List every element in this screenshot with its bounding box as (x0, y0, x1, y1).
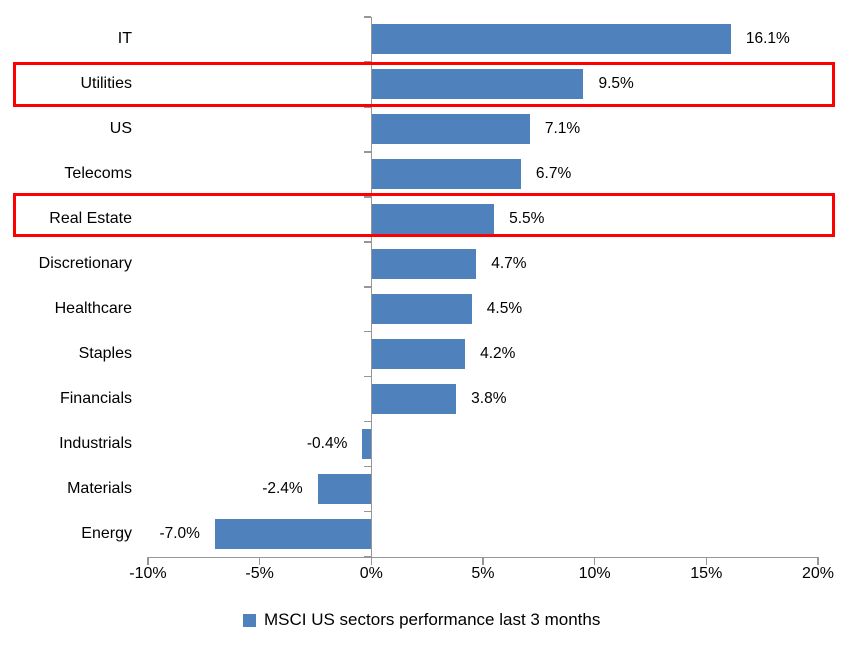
legend: MSCI US sectors performance last 3 month… (243, 610, 600, 630)
category-label: Utilities (80, 75, 132, 93)
y-axis-tick (364, 330, 372, 333)
x-axis-tick (593, 556, 596, 565)
x-axis-tick (147, 556, 149, 565)
y-axis-tick (364, 465, 372, 468)
value-label: -2.4% (262, 480, 303, 498)
y-axis-tick (364, 151, 372, 153)
category-label: Industrials (59, 435, 132, 453)
y-axis-tick (364, 286, 372, 288)
category-label: Discretionary (38, 255, 132, 273)
bar (371, 24, 731, 55)
bar (371, 204, 495, 235)
y-axis-tick (364, 61, 372, 63)
y-axis-tick (364, 241, 372, 243)
value-label: 5.5% (509, 210, 545, 228)
value-label: 7.1% (544, 120, 581, 138)
x-tick-label: 20% (801, 565, 834, 582)
category-label: Healthcare (54, 300, 132, 318)
value-label: -7.0% (159, 525, 200, 543)
x-axis-tick (370, 556, 373, 565)
bar (371, 294, 472, 325)
x-tick-label: -10% (129, 565, 167, 582)
bar (317, 474, 372, 505)
bar (214, 519, 372, 550)
y-axis-tick (364, 375, 372, 378)
bar (371, 339, 466, 370)
value-label: 3.8% (471, 390, 507, 408)
bar (371, 114, 530, 145)
bar (371, 384, 457, 415)
y-axis-tick (364, 106, 372, 108)
category-label: Materials (67, 480, 132, 498)
category-label: US (109, 120, 132, 138)
x-axis-tick (482, 556, 484, 565)
value-label: 16.1% (745, 30, 790, 48)
y-axis-tick (364, 510, 372, 513)
category-label: Staples (78, 345, 132, 363)
x-tick-label: 0% (359, 565, 383, 582)
value-label: 4.5% (486, 300, 523, 318)
value-label: 4.7% (491, 255, 527, 273)
y-axis-tick (364, 196, 372, 198)
category-label: Energy (81, 525, 132, 543)
bar (362, 429, 372, 460)
y-axis-tick (364, 420, 372, 423)
x-tick-label: 5% (471, 565, 495, 582)
bar (371, 69, 584, 100)
value-label: 9.5% (598, 75, 634, 93)
legend-label: MSCI US sectors performance last 3 month… (264, 610, 601, 629)
legend-marker-icon (243, 613, 256, 627)
bar (371, 159, 521, 190)
bar (371, 249, 477, 280)
value-label: -0.4% (306, 435, 348, 453)
x-axis-tick (258, 556, 261, 565)
value-label: 6.7% (535, 165, 572, 183)
x-tick-label: 10% (578, 565, 611, 582)
x-axis-tick (817, 556, 819, 565)
y-axis-line (370, 17, 373, 557)
category-label: Financials (59, 390, 132, 408)
x-axis-tick (705, 556, 708, 565)
x-tick-label: 15% (690, 565, 723, 582)
x-tick-label: -5% (245, 565, 274, 582)
category-label: Real Estate (49, 210, 132, 228)
y-axis-tick (364, 16, 372, 18)
category-label: IT (117, 30, 132, 48)
value-label: 4.2% (480, 345, 516, 363)
category-label: Telecoms (64, 165, 132, 183)
